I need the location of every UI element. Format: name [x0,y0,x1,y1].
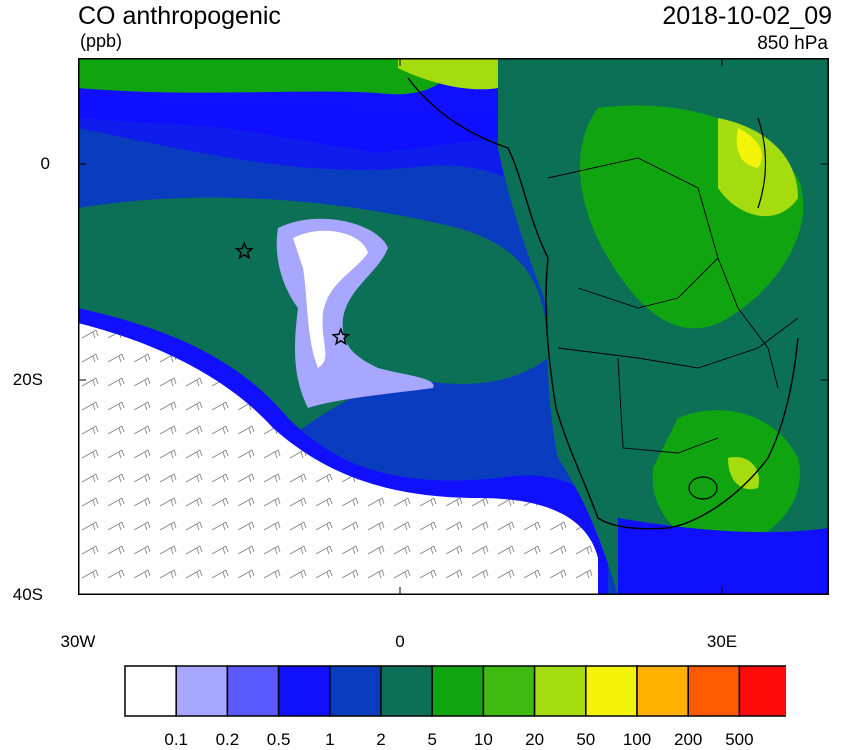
south-africa-coast-field [618,518,829,595]
colorbar [124,665,786,717]
colorbar-label: 2 [376,730,386,749]
southern-africa-high [652,410,800,548]
colorbar-box [124,665,177,717]
lat-label-40s: 40S [12,585,43,604]
star-marker-south [331,327,351,346]
clean-air-intrusion [293,230,368,368]
lesotho-border [688,476,718,500]
country-borders-east [717,257,779,389]
country-borders-southwest [617,357,719,454]
map-title: CO anthropogenic [78,2,281,30]
colorbar-box [277,665,331,717]
colorbar-box [226,665,280,717]
colorbar-box [482,665,536,717]
colorbar-box [380,665,433,717]
wind-barbs-south [78,323,598,595]
colorbar-label: 0.5 [266,730,291,749]
colorbar-label: 200 [674,730,703,749]
colorbar-box [175,665,229,717]
lat-label-20s: 20S [12,370,43,389]
lon-label-30w: 30W [60,632,96,651]
southern-africa-peak [728,457,759,490]
units-label: (ppb) [80,31,123,51]
colorbar-label: 1 [325,730,335,749]
star-marker-north [234,241,254,260]
lon-label-30e: 30E [706,632,738,651]
colorbar-label: 50 [576,730,596,749]
co-concentration-map [78,58,829,595]
datetime-label: 2018-10-02_09 [662,2,832,30]
west-africa-high [398,58,498,90]
lat-label-0: 0 [40,154,50,173]
colorbar-box [329,665,382,717]
east-africa-peak [736,128,762,168]
lake-victoria-shore [757,117,767,209]
colorbar-label: 100 [622,730,652,749]
colorbar-label: 0.2 [215,730,240,749]
country-borders-south [557,317,799,369]
west-africa-land-field [78,58,458,95]
colorbar-box [533,665,587,717]
colorbar-label: 500 [725,730,754,749]
colorbar-label: 20 [525,730,545,749]
colorbar-box [636,665,689,717]
colorbar-box [687,665,741,717]
lon-label-0: 0 [395,632,405,651]
pressure-level-label: 850 hPa [757,33,828,54]
colorbar-label: 0.1 [164,730,188,749]
map-frame [78,58,829,595]
african-coastline [407,77,799,530]
colorbar-label: 10 [473,730,493,749]
colorbar-box [585,665,638,717]
north-ocean-band [78,98,548,208]
colorbar-label: 5 [427,730,437,749]
colorbar-box [738,665,786,717]
colorbar-box [431,665,485,717]
